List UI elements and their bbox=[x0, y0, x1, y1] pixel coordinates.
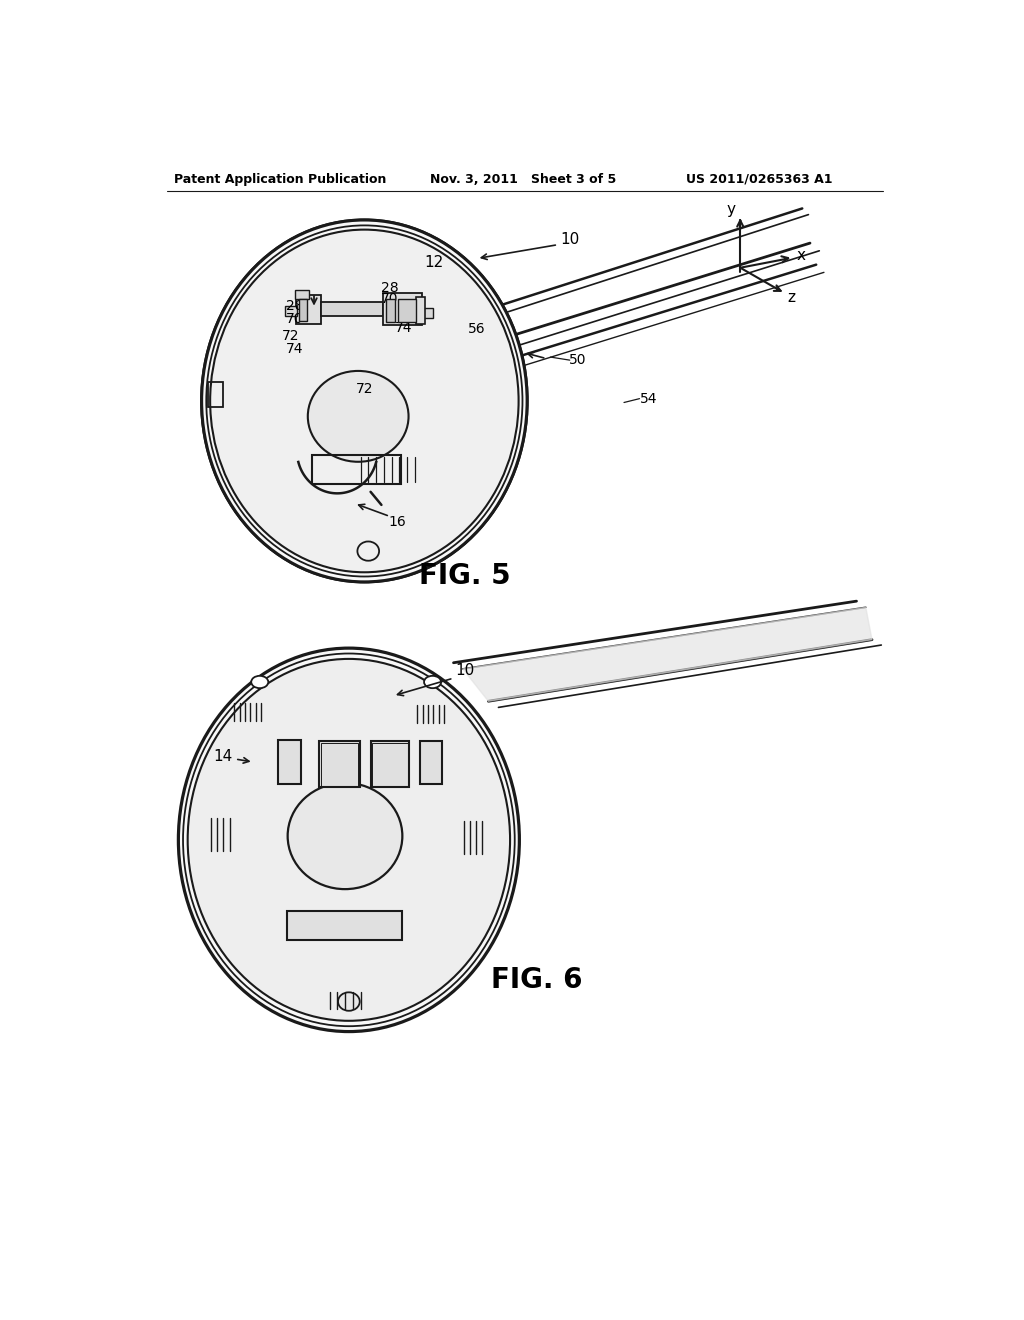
Ellipse shape bbox=[308, 371, 409, 462]
Ellipse shape bbox=[206, 226, 522, 577]
Text: 16: 16 bbox=[389, 515, 407, 529]
Bar bbox=[295, 290, 308, 300]
Text: 12: 12 bbox=[425, 255, 443, 269]
Bar bbox=[383, 293, 422, 326]
Bar bbox=[420, 742, 442, 784]
Ellipse shape bbox=[424, 676, 441, 688]
Text: 74: 74 bbox=[286, 342, 303, 356]
Ellipse shape bbox=[183, 653, 515, 1026]
Text: 10: 10 bbox=[456, 663, 475, 678]
Bar bbox=[422, 308, 433, 318]
Text: 14: 14 bbox=[213, 750, 232, 764]
Text: 28: 28 bbox=[381, 281, 398, 294]
Ellipse shape bbox=[202, 220, 527, 582]
Text: x: x bbox=[797, 248, 805, 263]
Text: Patent Application Publication: Patent Application Publication bbox=[174, 173, 387, 186]
Bar bbox=[372, 743, 408, 785]
Bar bbox=[311, 455, 400, 484]
Bar bbox=[416, 297, 425, 323]
Ellipse shape bbox=[357, 541, 379, 561]
Ellipse shape bbox=[187, 659, 510, 1020]
Bar bbox=[371, 742, 410, 788]
Bar bbox=[321, 743, 358, 785]
Bar bbox=[208, 383, 223, 407]
Ellipse shape bbox=[178, 648, 519, 1032]
Bar bbox=[398, 300, 416, 322]
Text: US 2011/0265363 A1: US 2011/0265363 A1 bbox=[686, 173, 833, 186]
Bar bbox=[321, 302, 383, 317]
Ellipse shape bbox=[202, 220, 527, 582]
Text: 70: 70 bbox=[286, 312, 303, 326]
Text: 74: 74 bbox=[394, 321, 412, 335]
Text: 70: 70 bbox=[381, 292, 398, 305]
Text: Nov. 3, 2011   Sheet 3 of 5: Nov. 3, 2011 Sheet 3 of 5 bbox=[430, 173, 616, 186]
Text: y: y bbox=[726, 202, 735, 216]
Text: 56: 56 bbox=[468, 322, 485, 337]
Text: 10: 10 bbox=[560, 232, 580, 247]
Ellipse shape bbox=[210, 230, 518, 573]
Text: FIG. 6: FIG. 6 bbox=[492, 966, 583, 994]
Polygon shape bbox=[463, 607, 872, 701]
Bar bbox=[287, 911, 401, 940]
Text: 72: 72 bbox=[282, 329, 299, 342]
Bar bbox=[299, 300, 307, 321]
Bar bbox=[386, 300, 395, 322]
Ellipse shape bbox=[251, 676, 268, 688]
Text: 50: 50 bbox=[568, 354, 587, 367]
Text: 28: 28 bbox=[286, 300, 303, 313]
Text: 54: 54 bbox=[640, 392, 657, 405]
Bar bbox=[278, 739, 301, 784]
Ellipse shape bbox=[206, 226, 522, 577]
Text: 72: 72 bbox=[355, 383, 373, 396]
Bar bbox=[296, 294, 321, 323]
Ellipse shape bbox=[338, 993, 359, 1011]
Ellipse shape bbox=[288, 783, 402, 890]
Bar bbox=[286, 306, 297, 317]
Text: z: z bbox=[787, 289, 796, 305]
Bar bbox=[319, 742, 359, 788]
Ellipse shape bbox=[210, 230, 518, 573]
Text: FIG. 5: FIG. 5 bbox=[419, 562, 511, 590]
